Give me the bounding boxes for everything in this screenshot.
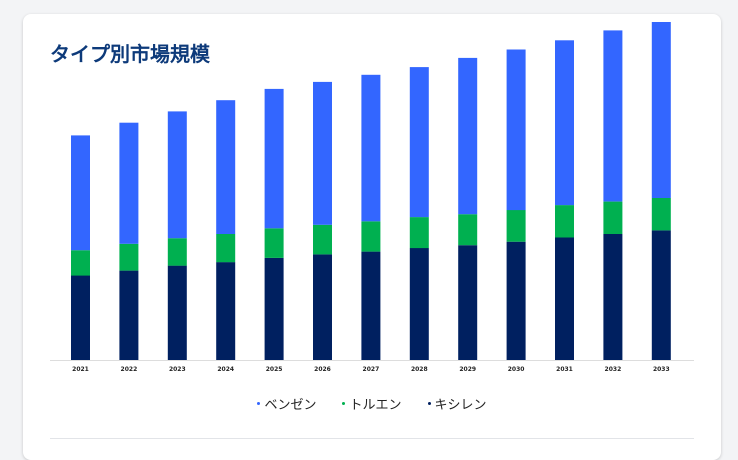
legend-item-benzene[interactable]: ベンゼン — [257, 394, 316, 413]
stacked-bar-chart: 2021 2022 2023 2024 2025 2026 2027 2028 2029 2030… — [50, 22, 694, 373]
legend-label-benzene: ベンゼン — [264, 398, 317, 413]
bar-2030-series-1 — [506, 210, 526, 242]
bar-2029-series-1 — [458, 214, 478, 246]
bar-2023-series-2 — [167, 111, 187, 239]
chart-card: タイプ別市場規模 2021 2022 2023 2024 2025 2026 2027 202… — [23, 14, 721, 460]
x-tick-label: 2033 — [653, 366, 670, 373]
x-tick-label: 2028 — [411, 366, 428, 373]
legend-item-toluene[interactable]: トルエン — [342, 394, 402, 413]
x-tick-label: 2029 — [459, 366, 476, 373]
x-tick-label: 2026 — [314, 366, 331, 373]
legend-item-xylene[interactable]: キシレン — [427, 394, 487, 413]
bar-2031-series-0 — [555, 237, 574, 360]
chart-legend: ベンゼン トルエン キシレン — [23, 394, 721, 413]
bar-2026-series-1 — [313, 224, 332, 255]
bar-2033-series-0 — [651, 230, 671, 360]
x-tick-labels: 2021 2022 2023 2024 2025 2026 2027 2028 2029 2030… — [72, 366, 670, 373]
bottom-divider — [50, 438, 694, 439]
bar-2033-series-1 — [651, 198, 671, 231]
x-tick-label: 2032 — [605, 366, 622, 373]
bar-2027-series-1 — [361, 221, 381, 252]
legend-label-toluene: トルエン — [349, 398, 402, 413]
bar-2028-series-2 — [409, 67, 429, 218]
bar-2032-series-1 — [603, 201, 623, 234]
bar-2022-series-1 — [119, 243, 139, 271]
x-tick-label: 2031 — [556, 366, 573, 373]
legend-marker-benzene — [257, 402, 261, 405]
bar-2025-series-2 — [264, 88, 284, 229]
bar-2025-series-0 — [264, 257, 284, 360]
bar-2030-series-2 — [506, 49, 526, 211]
bar-2024-series-2 — [216, 100, 236, 234]
bar-2033-series-2 — [651, 22, 671, 198]
x-tick-label: 2025 — [266, 366, 283, 373]
legend-label-xylene: キシレン — [434, 398, 487, 413]
bar-2032-series-0 — [603, 234, 623, 360]
bar-2031-series-2 — [555, 40, 574, 206]
x-tick-label: 2022 — [121, 366, 138, 373]
bar-2031-series-1 — [555, 205, 574, 238]
bar-2024-series-1 — [216, 234, 236, 263]
bar-2027-series-0 — [361, 251, 381, 360]
bar-2021-series-2 — [71, 135, 90, 251]
bar-2023-series-0 — [167, 265, 187, 360]
bar-2026-series-2 — [313, 81, 332, 225]
bar-2026-series-0 — [313, 254, 332, 360]
bar-2028-series-0 — [409, 248, 429, 360]
x-tick-label: 2030 — [508, 366, 525, 373]
bar-2029-series-2 — [458, 57, 478, 215]
x-tick-label: 2021 — [72, 366, 89, 373]
bar-2021-series-0 — [71, 275, 90, 360]
bar-2025-series-1 — [264, 228, 284, 258]
bar-2028-series-1 — [409, 217, 429, 249]
bar-2022-series-0 — [119, 270, 139, 360]
legend-marker-xylene — [427, 402, 431, 405]
x-tick-label: 2023 — [169, 366, 186, 373]
bar-2029-series-0 — [458, 245, 478, 360]
bar-2032-series-2 — [603, 30, 623, 202]
bar-2027-series-2 — [361, 74, 381, 222]
bar-2023-series-1 — [167, 238, 187, 266]
bar-2030-series-0 — [506, 241, 526, 360]
chart-title: タイプ別市場規模 — [50, 42, 210, 66]
x-tick-label: 2024 — [217, 366, 234, 373]
bar-group — [71, 22, 671, 360]
bar-2024-series-0 — [216, 262, 236, 360]
bar-2021-series-1 — [71, 250, 90, 276]
bar-2022-series-2 — [119, 122, 139, 244]
x-tick-label: 2027 — [363, 366, 380, 373]
legend-marker-toluene — [342, 402, 346, 405]
